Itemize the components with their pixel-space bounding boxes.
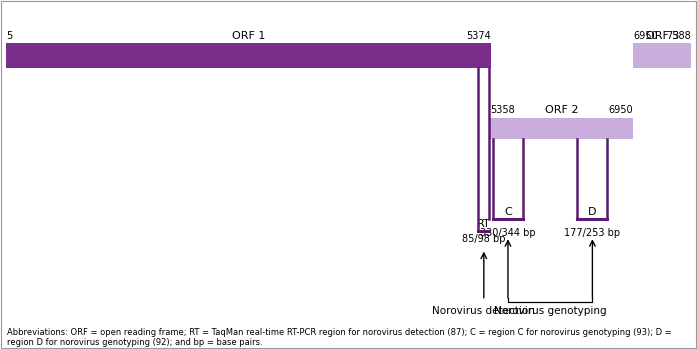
Text: ORF 1: ORF 1 xyxy=(232,31,266,41)
Text: Norovirus genotyping: Norovirus genotyping xyxy=(494,306,606,315)
Text: 85/98 bp: 85/98 bp xyxy=(462,234,505,244)
Text: ORF 3: ORF 3 xyxy=(645,31,679,41)
Text: 5: 5 xyxy=(6,31,13,41)
Text: 7588: 7588 xyxy=(666,31,691,41)
Text: 5374: 5374 xyxy=(466,31,491,41)
Text: Abbreviations: ORF = open reading frame; RT = TaqMan real-time RT-PCR region for: Abbreviations: ORF = open reading frame;… xyxy=(7,328,672,347)
Text: 6950: 6950 xyxy=(634,31,658,41)
Text: ORF 2: ORF 2 xyxy=(545,105,579,115)
Text: Norovirus detection: Norovirus detection xyxy=(432,306,535,315)
Text: D: D xyxy=(588,207,597,216)
Text: RT: RT xyxy=(477,219,491,229)
Text: 177/253 bp: 177/253 bp xyxy=(565,228,620,238)
Text: C: C xyxy=(504,207,512,216)
Text: 330/344 bp: 330/344 bp xyxy=(480,228,536,238)
Bar xyxy=(634,43,691,68)
Text: 5358: 5358 xyxy=(490,105,514,115)
Bar xyxy=(490,118,634,139)
Text: 6950: 6950 xyxy=(609,105,634,115)
Bar xyxy=(6,43,491,68)
